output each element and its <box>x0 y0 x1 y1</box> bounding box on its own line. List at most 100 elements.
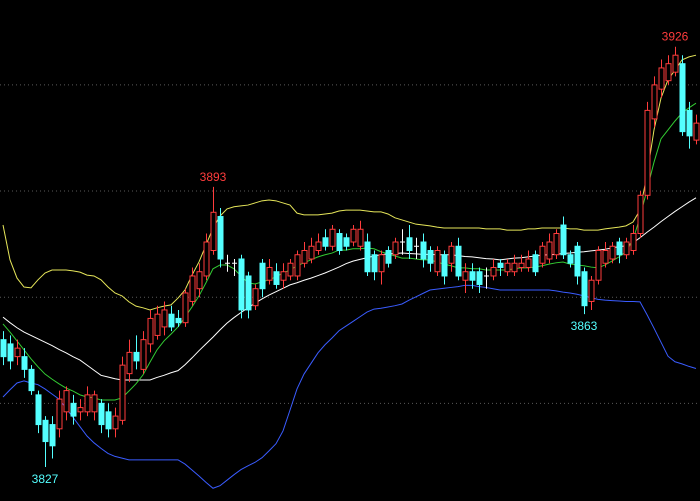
candle-body <box>406 237 413 251</box>
candle-body <box>511 262 518 273</box>
candle-body <box>112 415 119 430</box>
candle-body <box>588 279 595 302</box>
candle-body <box>546 241 553 260</box>
candle-body <box>539 245 546 264</box>
candle-body <box>21 356 28 370</box>
candle-body <box>49 424 56 447</box>
candle-body <box>616 241 623 256</box>
candle-body <box>623 241 630 256</box>
candle-body <box>385 250 392 264</box>
candle-body <box>280 271 287 281</box>
candle-body <box>343 237 350 247</box>
candle-body <box>651 84 658 120</box>
candle-body <box>217 216 224 260</box>
candle-body <box>434 250 441 273</box>
high-label: 3893 <box>200 170 227 184</box>
candle-body <box>329 228 336 247</box>
candle-body <box>273 271 280 285</box>
candle-body <box>119 364 126 421</box>
candle-body <box>63 390 70 413</box>
candle-body <box>210 211 217 251</box>
candle-body <box>189 275 196 302</box>
candle-body <box>126 351 133 375</box>
band-line <box>2 284 697 489</box>
candle-body <box>175 317 182 324</box>
candle-body <box>532 254 539 273</box>
candle-body <box>462 271 469 281</box>
candle-body <box>630 233 637 252</box>
candle-body <box>686 109 693 137</box>
candle-body <box>672 54 679 73</box>
candle-body <box>658 67 665 90</box>
candle-body <box>14 347 21 358</box>
candle-body <box>518 262 525 268</box>
candle-body <box>147 317 154 345</box>
candle-body <box>357 228 364 247</box>
candle-body <box>350 228 357 243</box>
candle-body <box>56 398 63 430</box>
candle-body <box>364 241 371 273</box>
candle-body <box>84 394 91 413</box>
candle-body <box>0 339 7 358</box>
candle-body <box>595 250 602 281</box>
candle-body <box>441 254 448 277</box>
candle-body <box>133 351 140 362</box>
high-label: 3926 <box>662 30 689 44</box>
candle-body <box>665 63 672 82</box>
candle-body <box>238 258 245 311</box>
candle-body <box>105 411 112 430</box>
candle-body <box>266 266 273 281</box>
candle-body <box>154 313 161 336</box>
candle-body <box>560 224 567 256</box>
candle-body <box>504 262 511 273</box>
candle-body <box>420 241 427 260</box>
candle-body <box>574 245 581 277</box>
candle-body <box>203 241 210 277</box>
band-line <box>2 54 697 311</box>
candle-body <box>490 266 497 277</box>
candle-body <box>567 254 574 264</box>
candle-body <box>322 237 329 247</box>
candle-body <box>70 402 77 417</box>
candle-body <box>140 339 147 370</box>
candle-body <box>455 245 462 277</box>
candle-body <box>553 233 560 256</box>
candle-body <box>581 271 588 307</box>
candle-body <box>448 245 455 264</box>
candle-body <box>497 262 504 268</box>
band-line <box>2 102 697 401</box>
candle-body <box>35 394 42 426</box>
candle-body <box>392 241 399 256</box>
candle-body <box>77 407 84 413</box>
candle-body <box>245 275 252 311</box>
candle-body <box>98 402 105 426</box>
candle-body <box>7 343 14 362</box>
candle-body <box>182 292 189 324</box>
candle-body <box>602 250 609 264</box>
low-label: 3827 <box>32 472 59 486</box>
candle-body <box>637 194 644 235</box>
candle-body <box>28 368 35 392</box>
candle-body <box>427 250 434 264</box>
candle-body <box>609 245 616 260</box>
candle-body <box>42 419 49 443</box>
candle-body <box>469 271 476 281</box>
candle-body <box>308 245 315 260</box>
low-label: 3863 <box>571 319 598 333</box>
candle-body <box>161 309 168 328</box>
candle-body <box>301 250 308 264</box>
candle-body <box>693 122 700 141</box>
candle-body <box>644 109 651 196</box>
candle-body <box>294 254 301 277</box>
candle-body <box>91 394 98 413</box>
candle-body <box>679 63 686 133</box>
candle-body <box>196 271 203 290</box>
candle-body <box>378 254 385 273</box>
candle-body <box>287 262 294 277</box>
candle-body <box>525 258 532 268</box>
candle-body <box>168 313 175 328</box>
candle-body <box>259 262 266 290</box>
candle-body <box>315 241 322 251</box>
candle-body <box>476 271 483 285</box>
